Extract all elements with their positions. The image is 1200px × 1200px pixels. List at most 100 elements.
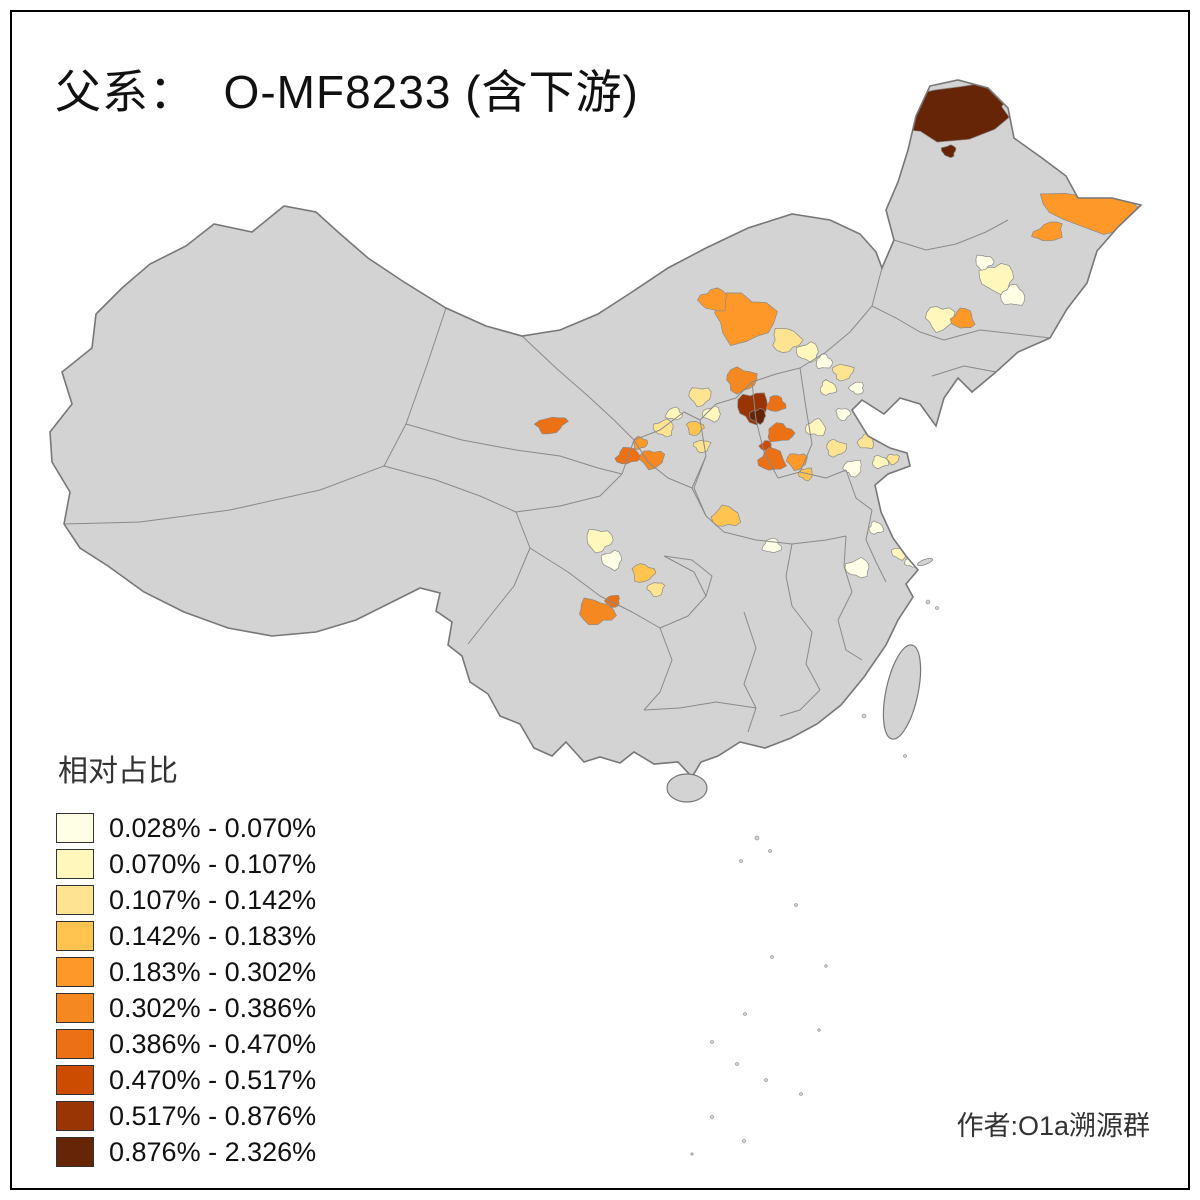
map-region xyxy=(579,597,617,626)
legend-row: 0.517% - 0.876% xyxy=(56,1098,316,1134)
legend-row: 0.028% - 0.070% xyxy=(56,810,316,846)
map-region xyxy=(819,379,838,396)
map-region xyxy=(1000,283,1025,306)
map-region xyxy=(714,292,778,347)
map-region xyxy=(847,381,864,395)
island-dot xyxy=(799,1092,803,1096)
taiwan-island xyxy=(882,644,922,740)
legend-swatch xyxy=(56,993,94,1023)
island-dot xyxy=(710,1040,714,1044)
legend-swatch xyxy=(56,921,94,951)
small-islands-layer xyxy=(690,599,939,1156)
legend-bin-label: 0.028% - 0.070% xyxy=(109,812,317,843)
map-region xyxy=(702,405,721,423)
map-region xyxy=(692,440,712,454)
legend-row: 0.070% - 0.107% xyxy=(56,846,316,882)
island-dot xyxy=(742,1139,746,1143)
legend-bin-label: 0.107% - 0.142% xyxy=(109,884,317,915)
legend-row: 0.302% - 0.386% xyxy=(56,990,316,1026)
map-region xyxy=(797,467,813,482)
map-region xyxy=(638,450,666,471)
map-region xyxy=(868,520,885,535)
map-region xyxy=(940,144,957,159)
map-region xyxy=(600,549,622,572)
island-dot xyxy=(710,1115,714,1119)
map-region xyxy=(646,582,666,598)
map-region xyxy=(949,307,976,329)
island-dot xyxy=(690,1152,694,1156)
island-dot xyxy=(925,599,931,605)
chongming-island xyxy=(917,557,933,567)
legend-row: 0.183% - 0.302% xyxy=(56,954,316,990)
map-region xyxy=(795,341,819,363)
legend-bin-label: 0.876% - 2.326% xyxy=(109,1136,317,1167)
map-region xyxy=(805,417,826,437)
legend-swatch xyxy=(56,1065,94,1095)
map-region xyxy=(685,421,705,436)
map-region xyxy=(533,416,569,435)
island-dot xyxy=(739,859,743,863)
legend-row: 0.386% - 0.470% xyxy=(56,1026,316,1062)
legend-swatch xyxy=(56,1137,94,1167)
map-region xyxy=(975,254,995,271)
legend-swatch xyxy=(56,957,94,987)
legend-swatch xyxy=(56,813,94,843)
map-region xyxy=(815,353,834,369)
map-region xyxy=(631,563,657,583)
island-dot xyxy=(903,754,907,758)
map-region xyxy=(688,387,712,408)
hainan-island xyxy=(666,773,708,803)
island-dot xyxy=(770,955,774,959)
legend-row: 0.107% - 0.142% xyxy=(56,882,316,918)
island-dot xyxy=(768,849,772,853)
map-region xyxy=(1031,221,1063,242)
legend-row: 0.142% - 0.183% xyxy=(56,918,316,954)
island-dot xyxy=(824,964,828,968)
legend-bin-label: 0.470% - 0.517% xyxy=(109,1064,317,1095)
map-region xyxy=(710,504,742,527)
legend-title: 相对占比 xyxy=(58,755,178,788)
map-region xyxy=(765,395,787,412)
map-region xyxy=(696,287,728,312)
map-region xyxy=(826,438,848,458)
island-dot xyxy=(817,1028,821,1032)
map-region xyxy=(749,408,766,425)
legend-bin-label: 0.517% - 0.876% xyxy=(109,1100,317,1131)
map-region xyxy=(925,306,956,334)
map-region xyxy=(835,408,852,422)
legend-swatch xyxy=(56,1101,94,1131)
author-credit: 作者:O1a溯源群 xyxy=(956,1111,1150,1141)
map-title: 父系： O-MF8233 (含下游) xyxy=(55,66,639,118)
legend-swatch xyxy=(56,1029,94,1059)
legend-bin-label: 0.386% - 0.470% xyxy=(109,1028,317,1059)
map-region xyxy=(767,422,796,443)
map-region xyxy=(886,454,900,466)
map-region xyxy=(633,435,649,450)
province-borders xyxy=(63,219,1051,733)
island-dot xyxy=(764,1078,768,1082)
island-dot xyxy=(743,1012,747,1016)
legend-bin-label: 0.302% - 0.386% xyxy=(109,992,317,1023)
legend-bin-label: 0.183% - 0.302% xyxy=(109,956,317,987)
island-dot xyxy=(861,713,867,719)
legend-bin-label: 0.142% - 0.183% xyxy=(109,920,317,951)
legend-swatch xyxy=(56,885,94,915)
island-dot xyxy=(935,606,939,610)
island-dot xyxy=(735,1062,739,1066)
map-region xyxy=(772,327,804,353)
island-dot xyxy=(754,835,760,841)
map-region xyxy=(832,363,855,382)
map-region xyxy=(586,528,614,554)
map-region xyxy=(842,459,862,478)
legend-bin-label: 0.070% - 0.107% xyxy=(109,848,317,879)
page-frame xyxy=(10,10,1190,1190)
china-landmass xyxy=(50,80,1141,777)
map-region xyxy=(726,366,758,395)
map-region xyxy=(872,454,889,470)
legend: 相对占比 0.028% - 0.070% 0.070% - 0.107% 0.107… xyxy=(56,746,316,1170)
legend-row: 0.470% - 0.517% xyxy=(56,1062,316,1098)
island-dot xyxy=(794,903,798,907)
legend-swatch xyxy=(56,849,94,879)
